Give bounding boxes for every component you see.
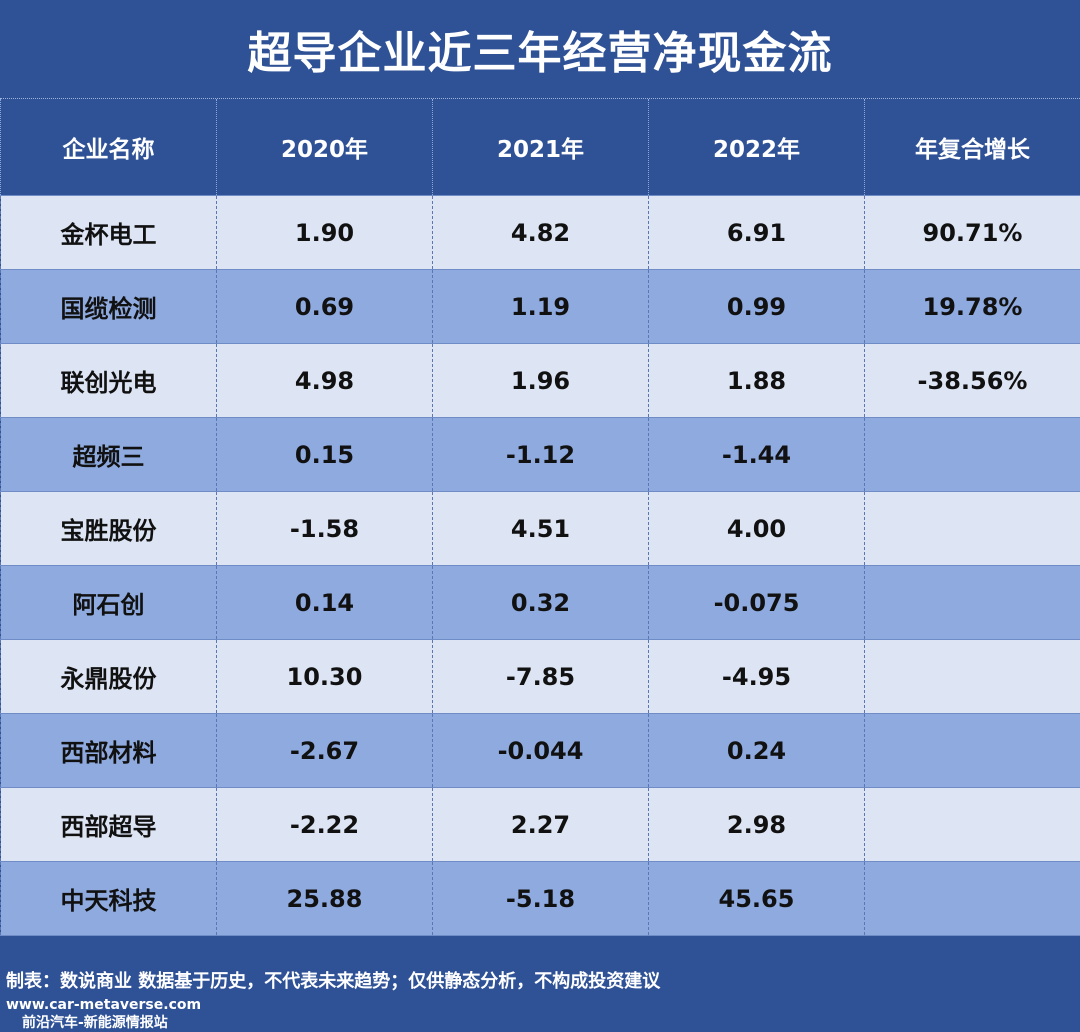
value-2022-cell: 0.99 [648,269,865,344]
value-2021-cell: -1.12 [432,417,649,492]
value-2020-cell: -1.58 [216,491,433,566]
table-row: 宝胜股份 -1.58 4.51 4.00 [0,491,1080,566]
value-2020-cell: 1.90 [216,195,433,270]
page-title: 超导企业近三年经营净现金流 [247,28,833,79]
company-name-cell: 宝胜股份 [0,491,217,566]
value-2022-cell: 2.98 [648,787,865,862]
value-2021-cell: 1.96 [432,343,649,418]
company-name-cell: 金杯电工 [0,195,217,270]
value-2021-cell: 0.32 [432,565,649,640]
company-name-cell: 国缆检测 [0,269,217,344]
value-2020-cell: 10.30 [216,639,433,714]
source-note: 制表：数说商业 数据基于历史，不代表未来趋势；仅供静态分析，不构成投资建议 [6,971,661,992]
value-2020-cell: -2.67 [216,713,433,788]
value-2022-cell: 0.24 [648,713,865,788]
value-2021-cell: 1.19 [432,269,649,344]
column-header-company: 企业名称 [0,99,217,196]
value-2021-cell: 2.27 [432,787,649,862]
value-2020-cell: 0.69 [216,269,433,344]
cagr-cell [864,491,1080,566]
cagr-cell: -38.56% [864,343,1080,418]
cagr-cell: 90.71% [864,195,1080,270]
value-2020-cell: -2.22 [216,787,433,862]
column-header-cagr: 年复合增长 [864,99,1080,196]
footer: 制表：数说商业 数据基于历史，不代表未来趋势；仅供静态分析，不构成投资建议 ww… [6,968,660,1032]
table-header-row: 企业名称 2020年 2021年 2022年 年复合增长 [0,99,1080,196]
company-name-cell: 阿石创 [0,565,217,640]
value-2020-cell: 0.15 [216,417,433,492]
table-row: 金杯电工 1.90 4.82 6.91 90.71% [0,195,1080,270]
cagr-cell [864,565,1080,640]
watermark-brand: 前沿汽车-新能源情报站 [22,1015,168,1031]
company-name-cell: 超频三 [0,417,217,492]
value-2022-cell: 6.91 [648,195,865,270]
cagr-cell [864,639,1080,714]
company-name-cell: 联创光电 [0,343,217,418]
cagr-cell [864,787,1080,862]
table-row: 中天科技 25.88 -5.18 45.65 [0,861,1080,936]
column-header-2020: 2020年 [216,99,433,196]
value-2021-cell: 4.51 [432,491,649,566]
cagr-cell [864,417,1080,492]
value-2022-cell: -4.95 [648,639,865,714]
table-row: 西部材料 -2.67 -0.044 0.24 [0,713,1080,788]
value-2022-cell: -1.44 [648,417,865,492]
table-row: 超频三 0.15 -1.12 -1.44 [0,417,1080,492]
value-2020-cell: 25.88 [216,861,433,936]
table-row: 联创光电 4.98 1.96 1.88 -38.56% [0,343,1080,418]
company-name-cell: 西部超导 [0,787,217,862]
watermark-url: www.car-metaverse.com [6,997,202,1013]
cagr-cell [864,713,1080,788]
value-2021-cell: -7.85 [432,639,649,714]
cashflow-table: 企业名称 2020年 2021年 2022年 年复合增长 金杯电工 1.90 4… [0,99,1080,936]
value-2022-cell: 4.00 [648,491,865,566]
value-2020-cell: 0.14 [216,565,433,640]
value-2022-cell: 45.65 [648,861,865,936]
value-2022-cell: -0.075 [648,565,865,640]
cagr-cell: 19.78% [864,269,1080,344]
column-header-2021: 2021年 [432,99,649,196]
value-2021-cell: -5.18 [432,861,649,936]
table-row: 永鼎股份 10.30 -7.85 -4.95 [0,639,1080,714]
value-2022-cell: 1.88 [648,343,865,418]
title-divider [0,98,1080,99]
company-name-cell: 西部材料 [0,713,217,788]
value-2021-cell: -0.044 [432,713,649,788]
table-row: 阿石创 0.14 0.32 -0.075 [0,565,1080,640]
table-row: 西部超导 -2.22 2.27 2.98 [0,787,1080,862]
value-2021-cell: 4.82 [432,195,649,270]
value-2020-cell: 4.98 [216,343,433,418]
company-name-cell: 中天科技 [0,861,217,936]
cagr-cell [864,861,1080,936]
table-row: 国缆检测 0.69 1.19 0.99 19.78% [0,269,1080,344]
company-name-cell: 永鼎股份 [0,639,217,714]
column-header-2022: 2022年 [648,99,865,196]
